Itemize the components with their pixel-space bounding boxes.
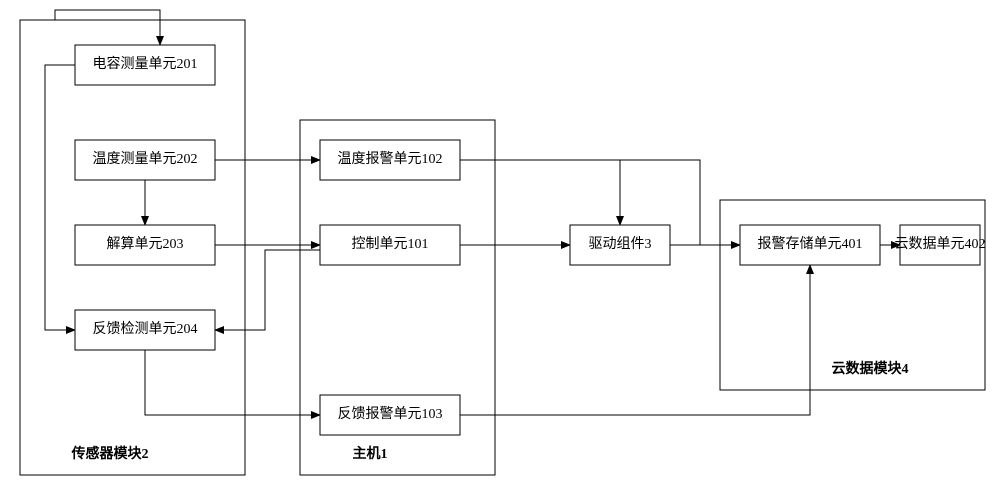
edge-n103-to-n401-bottom [460,265,810,415]
node-n101-label: 控制单元101 [352,236,429,252]
edge-sensor-top-to-n201-top [55,10,160,45]
edge-n101-to-n204 [215,250,320,330]
host-module-label: 主机1 [353,445,388,462]
node-n202-label: 温度测量单元202 [93,151,198,167]
node-n402-label: 云数据单元402 [895,236,986,252]
node-n401-label: 报警存储单元401 [758,236,863,252]
node-n203-label: 解算单元203 [107,236,184,252]
node-n204-label: 反馈检测单元204 [93,321,198,337]
node-n201-label: 电容测量单元201 [93,55,198,72]
flowchart-canvas: 传感器模块2 主机1 云数据模块4 电容测量单元201 温度测量单元202 解算单元203… [0,0,1000,504]
cloud-module-label: 云数据模块4 [832,360,909,377]
node-n3-label: 驱动组件3 [589,236,652,252]
node-n103-label: 反馈报警单元103 [338,406,443,422]
node-n102-label: 温度报警单元102 [338,151,443,167]
edge-n102-to-n3-top [460,160,620,225]
sensor-module-label: 传感器模块2 [71,445,149,462]
edge-n201-left-to-n204-left [45,65,75,330]
edge-n204-bottom-to-n103 [145,350,320,415]
